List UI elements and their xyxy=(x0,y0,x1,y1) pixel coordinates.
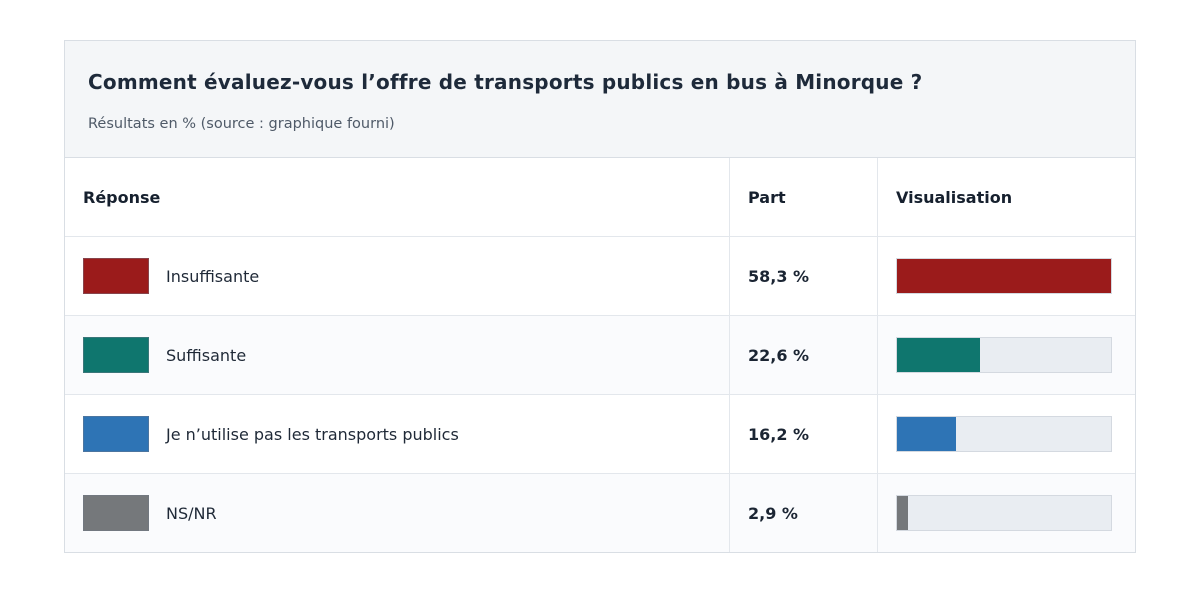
response-label: Insuffisante xyxy=(166,266,260,286)
response-label: Je n’utilise pas les transports publics xyxy=(166,424,459,444)
response-label: Suffisante xyxy=(166,345,247,365)
response-cell: NS/NR xyxy=(65,474,730,552)
card-header: Comment évaluez-vous l’offre de transpor… xyxy=(65,41,1135,157)
column-header-part: Part xyxy=(730,158,878,236)
color-swatch xyxy=(83,337,149,373)
bar-track xyxy=(896,495,1112,531)
table-row: Suffisante 22,6 % xyxy=(65,316,1135,395)
table-header-row: Réponse Part Visualisation xyxy=(65,158,1135,237)
visualisation-cell xyxy=(878,474,1135,552)
visualisation-cell xyxy=(878,237,1135,315)
bar-track xyxy=(896,258,1112,294)
survey-results-card: Comment évaluez-vous l’offre de transpor… xyxy=(64,40,1136,553)
part-cell: 22,6 % xyxy=(730,316,878,394)
color-swatch xyxy=(83,258,149,294)
visualisation-cell xyxy=(878,316,1135,394)
results-table: Réponse Part Visualisation Insuffisante … xyxy=(65,157,1135,552)
color-swatch xyxy=(83,416,149,452)
response-cell: Je n’utilise pas les transports publics xyxy=(65,395,730,473)
part-value: 2,9 % xyxy=(748,503,798,523)
table-row: Je n’utilise pas les transports publics … xyxy=(65,395,1135,474)
visualisation-cell xyxy=(878,395,1135,473)
part-cell: 2,9 % xyxy=(730,474,878,552)
part-cell: 58,3 % xyxy=(730,237,878,315)
page-subtitle: Résultats en % (source : graphique fourn… xyxy=(88,116,395,132)
table-row: Insuffisante 58,3 % xyxy=(65,237,1135,316)
page-title: Comment évaluez-vous l’offre de transpor… xyxy=(88,70,923,94)
bar-track xyxy=(896,337,1112,373)
part-cell: 16,2 % xyxy=(730,395,878,473)
response-cell: Suffisante xyxy=(65,316,730,394)
column-header-response: Réponse xyxy=(65,158,730,236)
part-value: 22,6 % xyxy=(748,345,810,365)
part-value: 16,2 % xyxy=(748,424,810,444)
bar-fill xyxy=(897,417,957,451)
bar-fill xyxy=(897,338,980,372)
bar-fill xyxy=(897,496,908,530)
color-swatch xyxy=(83,495,149,531)
response-cell: Insuffisante xyxy=(65,237,730,315)
part-value: 58,3 % xyxy=(748,266,810,286)
table-row: NS/NR 2,9 % xyxy=(65,474,1135,552)
column-header-visualisation: Visualisation xyxy=(896,187,1013,207)
response-label: NS/NR xyxy=(166,503,217,523)
bar-track xyxy=(896,416,1112,452)
bar-fill xyxy=(897,259,1111,293)
